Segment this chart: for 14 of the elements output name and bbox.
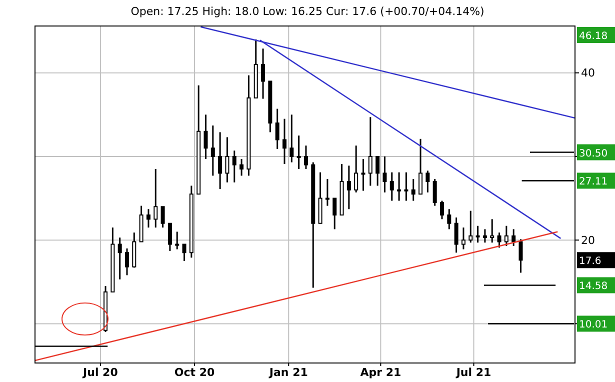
text: 17.6 xyxy=(579,256,602,268)
series-label: 27.11 xyxy=(579,176,608,188)
legend-label: 30.50 xyxy=(579,148,608,160)
y-tick-label: 40 xyxy=(581,66,595,80)
x-tick-label: Jul 20 xyxy=(82,366,118,379)
text: 46.18 xyxy=(579,31,608,42)
legend-label: 10.01 xyxy=(579,320,608,331)
x-tick-label: Jul 21 xyxy=(455,366,492,379)
chart-title: Open: 17.25 High: 18.0 Low: 16.25 Cur: 17.6 (+00.70/+04.14%) xyxy=(130,5,486,18)
text: 14.58 xyxy=(579,281,608,292)
x-tick-label: Apr 21 xyxy=(360,366,402,379)
y-tick-label: 20 xyxy=(581,234,595,247)
x-tick-label: Oct 20 xyxy=(174,366,216,379)
x-tick-label: Jan 21 xyxy=(268,366,308,379)
